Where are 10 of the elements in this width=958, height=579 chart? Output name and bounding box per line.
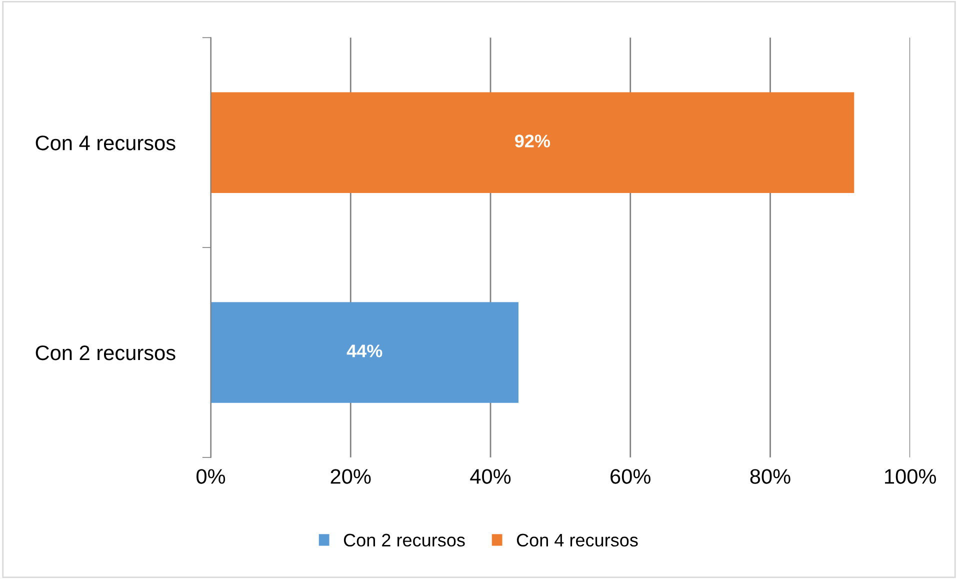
text: 92% [515, 134, 550, 148]
legend-label: Con 4 recursos [516, 534, 638, 547]
x-tick-label: 40% [470, 469, 511, 484]
x-tick-label: 0% [196, 469, 226, 484]
x-tick-label: 80% [750, 469, 790, 484]
x-tick-label: 60% [610, 469, 650, 484]
x-tick-label: 100% [885, 469, 936, 484]
legend-label: Con 2 recursos [344, 534, 465, 547]
x-tick-label: 20% [330, 469, 371, 484]
text: 44% [346, 344, 382, 358]
